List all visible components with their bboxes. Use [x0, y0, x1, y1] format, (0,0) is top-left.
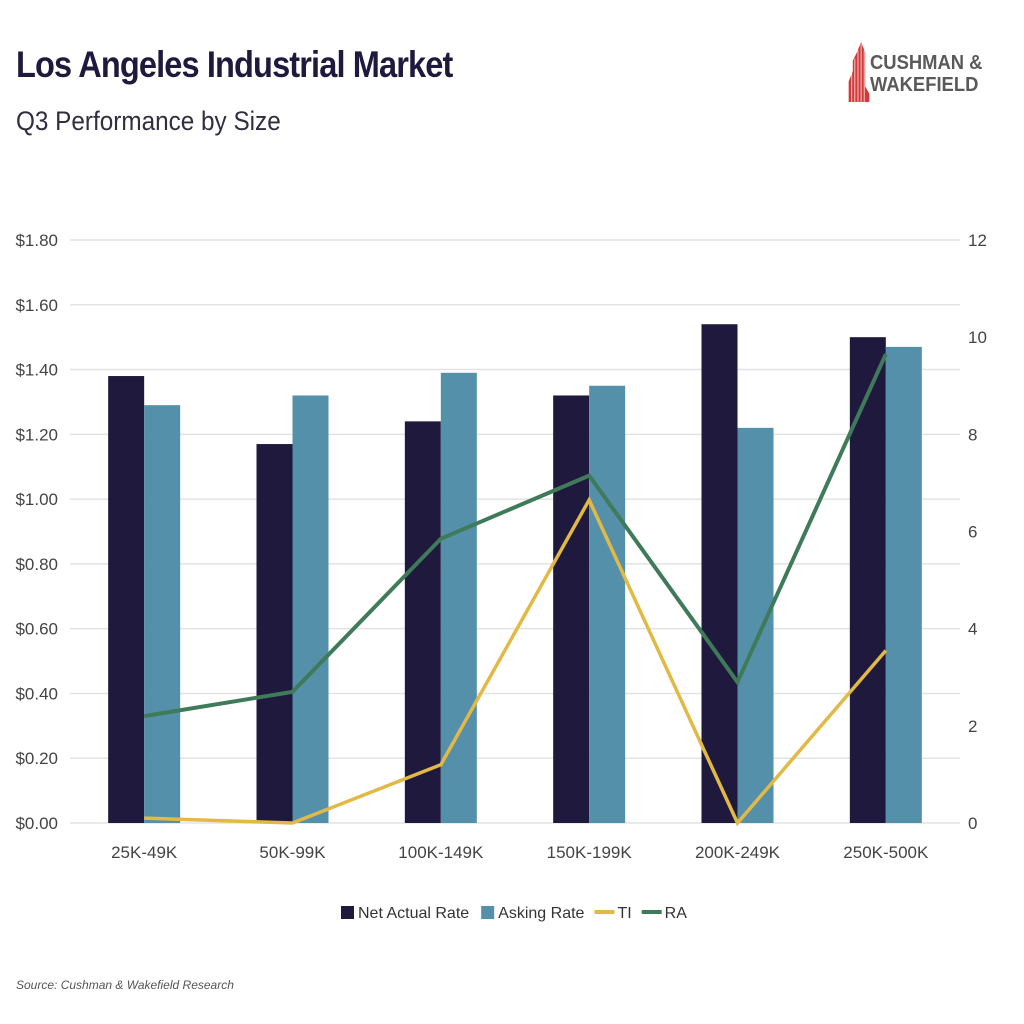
bar-net-actual-rate: [256, 444, 293, 823]
legend-label: Net Actual Rate: [358, 905, 469, 922]
legend-swatch: [481, 906, 495, 919]
bar-asking-rate: [292, 395, 329, 823]
x-tick-label: 50K-99K: [259, 843, 326, 862]
y-right-tick-label: 10: [968, 328, 987, 347]
legend-label: TI: [617, 905, 631, 922]
page-title: Los Angeles Industrial Market: [16, 44, 453, 85]
y-right-tick-label: 8: [968, 425, 977, 444]
cushman-wakefield-logo-icon: [848, 42, 870, 102]
source-note: Source: Cushman & Wakefield Research: [16, 978, 234, 992]
y-left-tick-label: $1.20: [15, 425, 58, 444]
y-left-tick-label: $1.40: [15, 361, 58, 380]
bar-net-actual-rate: [404, 421, 441, 823]
x-tick-label: 250K-500K: [843, 843, 929, 862]
x-tick-label: 150K-199K: [547, 843, 633, 862]
logo-line-1: CUSHMAN &: [870, 52, 983, 74]
logo-text: CUSHMAN & WAKEFIELD: [870, 52, 982, 96]
y-left-tick-label: $0.00: [15, 814, 58, 833]
y-left-tick-label: $0.80: [15, 555, 58, 574]
line-ra: [143, 353, 888, 719]
y-left-tick-label: $1.80: [15, 231, 58, 250]
legend-swatch: [341, 906, 354, 919]
bar-asking-rate: [144, 405, 181, 823]
bar-net-actual-rate: [108, 376, 145, 823]
bar-asking-rate: [440, 372, 477, 823]
y-right-tick-label: 2: [968, 717, 977, 736]
x-tick-label: 100K-149K: [398, 843, 484, 862]
bar-net-actual-rate: [701, 324, 738, 823]
legend-label: Asking Rate: [498, 905, 584, 922]
legend-label: RA: [665, 905, 688, 922]
y-right-tick-label: 6: [968, 523, 977, 542]
logo-line-2: WAKEFIELD: [870, 74, 979, 96]
y-left-tick-label: $0.20: [15, 749, 58, 768]
x-tick-label: 25K-49K: [111, 843, 178, 862]
bar-asking-rate: [737, 427, 774, 823]
y-left-tick-label: $1.00: [15, 490, 58, 509]
bar-net-actual-rate: [849, 337, 886, 823]
line-ti: [144, 496, 888, 827]
y-left-tick-label: $0.40: [15, 684, 58, 703]
y-right-tick-label: 4: [968, 620, 977, 639]
y-right-tick-label: 0: [968, 814, 977, 833]
y-left-tick-label: $0.60: [15, 620, 58, 639]
page-subtitle: Q3 Performance by Size: [16, 106, 281, 136]
x-tick-label: 200K-249K: [695, 843, 781, 862]
y-right-tick-label: 12: [968, 231, 987, 250]
bar-asking-rate: [885, 346, 922, 823]
bar-net-actual-rate: [553, 395, 590, 823]
bar-asking-rate: [589, 385, 626, 823]
y-left-tick-label: $1.60: [15, 296, 58, 315]
